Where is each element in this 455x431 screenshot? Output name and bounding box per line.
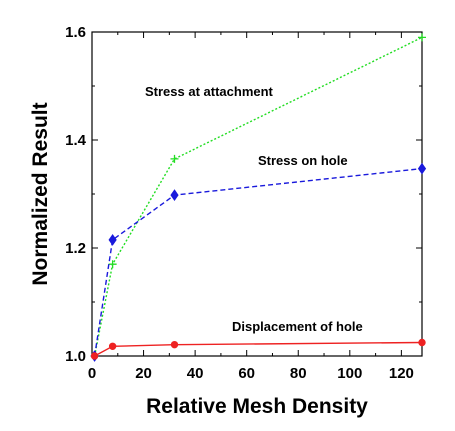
x-tick-label: 60 <box>238 365 255 382</box>
data-point <box>170 189 179 201</box>
series-line-stress-at-attachment <box>93 36 423 357</box>
x-tick-label: 0 <box>88 365 96 382</box>
y-tick-label: 1.2 <box>65 240 86 257</box>
axis-ticks: 0 20 40 60 80 100 120 1.0 1.2 1.4 1.6 <box>65 24 422 382</box>
series-stress-at-attachment <box>90 33 426 360</box>
data-point <box>108 342 117 350</box>
x-tick-label: 120 <box>389 365 414 382</box>
x-tick-label: 80 <box>290 365 307 382</box>
series-line-stress-on-hole <box>93 167 423 357</box>
data-point <box>108 234 117 246</box>
data-point <box>418 338 426 347</box>
data-point <box>418 33 426 42</box>
y-tick-label: 1.0 <box>65 348 86 365</box>
y-axis-title: Normalized Result <box>29 102 52 285</box>
series-displacement-of-hole <box>90 338 426 360</box>
x-tick-label: 20 <box>135 365 152 382</box>
series-layer <box>90 33 427 362</box>
x-tick-label: 40 <box>187 365 204 382</box>
data-point <box>108 260 117 269</box>
x-tick-label: 100 <box>337 365 362 382</box>
plot-frame <box>91 31 423 357</box>
annotation-stress-at-attachment: Stress at attachment <box>145 84 274 99</box>
data-point <box>170 154 179 163</box>
x-axis-title: Relative Mesh Density <box>146 395 368 418</box>
data-point <box>417 162 427 175</box>
y-tick-label: 1.6 <box>65 24 86 41</box>
data-point <box>90 352 99 360</box>
annotation-displacement-of-hole: Displacement of hole <box>232 319 363 334</box>
annotation-stress-on-hole: Stress on hole <box>258 153 348 168</box>
series-line-displacement-of-hole <box>94 341 423 357</box>
data-point <box>170 340 179 349</box>
y-tick-label: 1.4 <box>65 132 87 149</box>
